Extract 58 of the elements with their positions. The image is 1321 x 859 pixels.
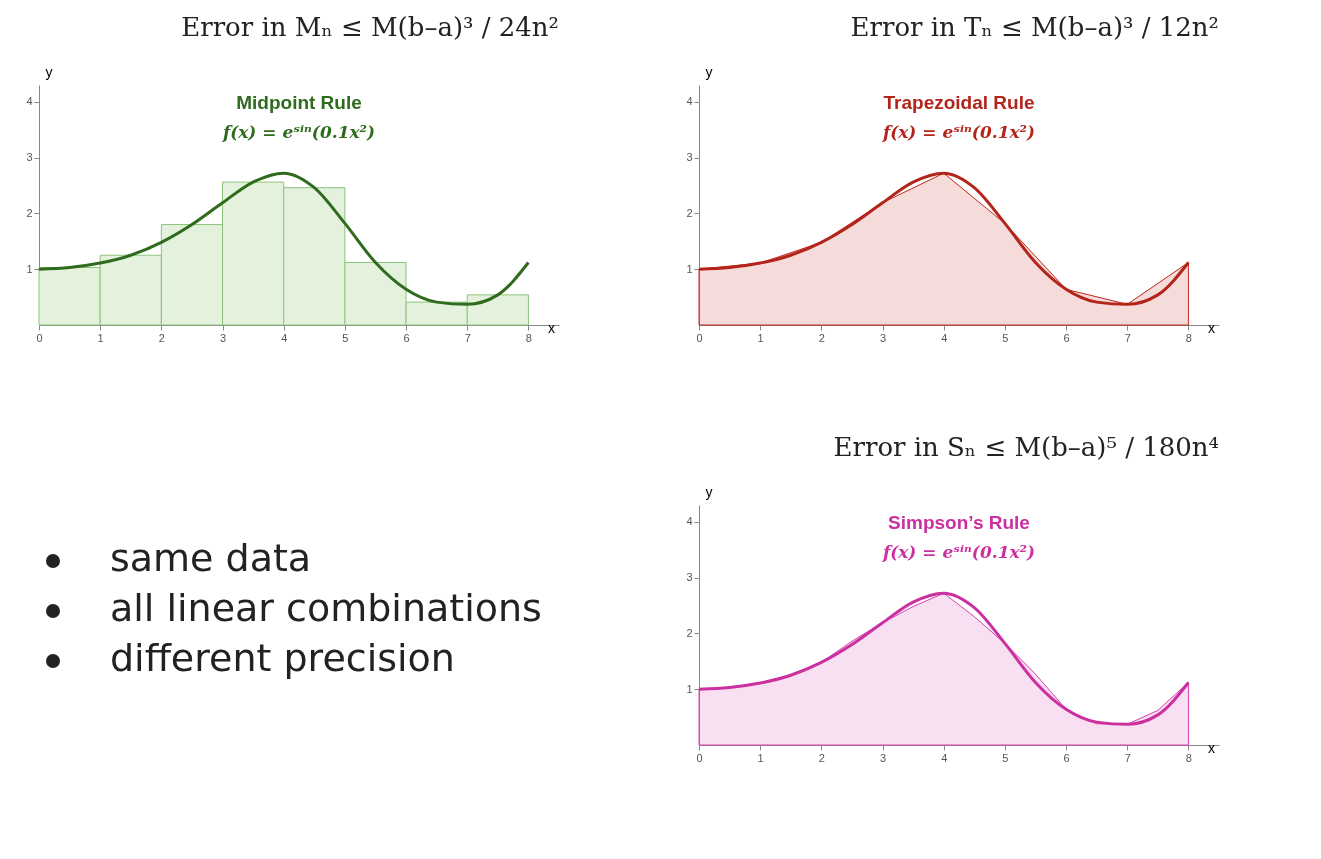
text: all linear combinations — [110, 586, 542, 630]
x-tick-label: 4 — [281, 331, 288, 344]
chart-title: Simpson’s Rule — [888, 512, 1030, 533]
x-tick-label: 6 — [1063, 751, 1070, 764]
text: different precision — [110, 636, 455, 680]
x-tick-label: 1 — [97, 331, 104, 344]
chart-title: Trapezoidal Rule — [883, 92, 1035, 113]
x-tick-label: 4 — [941, 751, 948, 764]
x-tick-label: 8 — [1185, 751, 1192, 764]
x-tick-label: 6 — [403, 331, 410, 344]
x-tick-label: 7 — [1124, 751, 1131, 764]
x-tick-label: 8 — [525, 331, 532, 344]
x-axis-title: x — [548, 319, 555, 336]
y-tick-label: 2 — [686, 206, 693, 219]
x-tick-label: 6 — [1063, 331, 1070, 344]
x-axis-title: x — [1208, 319, 1215, 336]
x-tick-label: 3 — [219, 331, 227, 344]
x-tick-label: 5 — [1002, 331, 1009, 344]
text: f(x) = eˢⁱⁿ(0.1x²) — [221, 122, 376, 142]
y-tick-label: 3 — [686, 571, 693, 584]
x-tick-label: 0 — [696, 331, 703, 344]
y-tick-label: 4 — [686, 515, 693, 528]
y-tick-label: 1 — [686, 262, 693, 275]
text: Error in Tₙ ≤ M(b–a)³ / 12n² — [850, 12, 1219, 42]
y-tick-label: 1 — [26, 262, 33, 275]
x-tick-label: 1 — [757, 331, 764, 344]
y-tick-label: 1 — [686, 682, 693, 695]
text: f(x) = eˢⁱⁿ(0.1x²) — [881, 542, 1036, 562]
x-tick-label: 7 — [1124, 331, 1131, 344]
text: Error in Mₙ ≤ M(b–a)³ / 24n² — [181, 12, 559, 42]
x-tick-label: 0 — [696, 751, 703, 764]
text: Error in Sₙ ≤ M(b–a)⁵ / 180n⁴ — [833, 432, 1219, 462]
x-tick-label: 2 — [818, 331, 825, 344]
x-tick-label: 8 — [1185, 331, 1192, 344]
y-tick-label: 4 — [686, 95, 693, 108]
y-tick-label: 2 — [686, 626, 693, 639]
x-tick-label: 2 — [818, 751, 825, 764]
x-tick-label: 5 — [1002, 751, 1009, 764]
x-tick-label: 0 — [36, 331, 43, 344]
y-tick-label: 4 — [26, 95, 33, 108]
y-axis-title: y — [45, 63, 53, 80]
x-tick-label: 2 — [158, 331, 165, 344]
text: same data — [110, 536, 312, 580]
y-axis-title: y — [705, 483, 713, 500]
y-tick-label: 3 — [686, 151, 693, 164]
chart-title: Midpoint Rule — [236, 92, 362, 113]
y-axis-title: y — [705, 63, 713, 80]
x-axis-title: x — [1208, 739, 1215, 756]
y-tick-label: 3 — [26, 151, 33, 164]
x-tick-label: 3 — [879, 331, 887, 344]
x-tick-label: 1 — [757, 751, 764, 764]
x-tick-label: 4 — [941, 331, 948, 344]
x-tick-label: 7 — [464, 331, 471, 344]
text: f(x) = eˢⁱⁿ(0.1x²) — [881, 122, 1036, 142]
x-tick-label: 3 — [879, 751, 887, 764]
line-series — [37, 171, 530, 306]
y-tick-label: 2 — [26, 206, 33, 219]
x-tick-label: 5 — [342, 331, 349, 344]
